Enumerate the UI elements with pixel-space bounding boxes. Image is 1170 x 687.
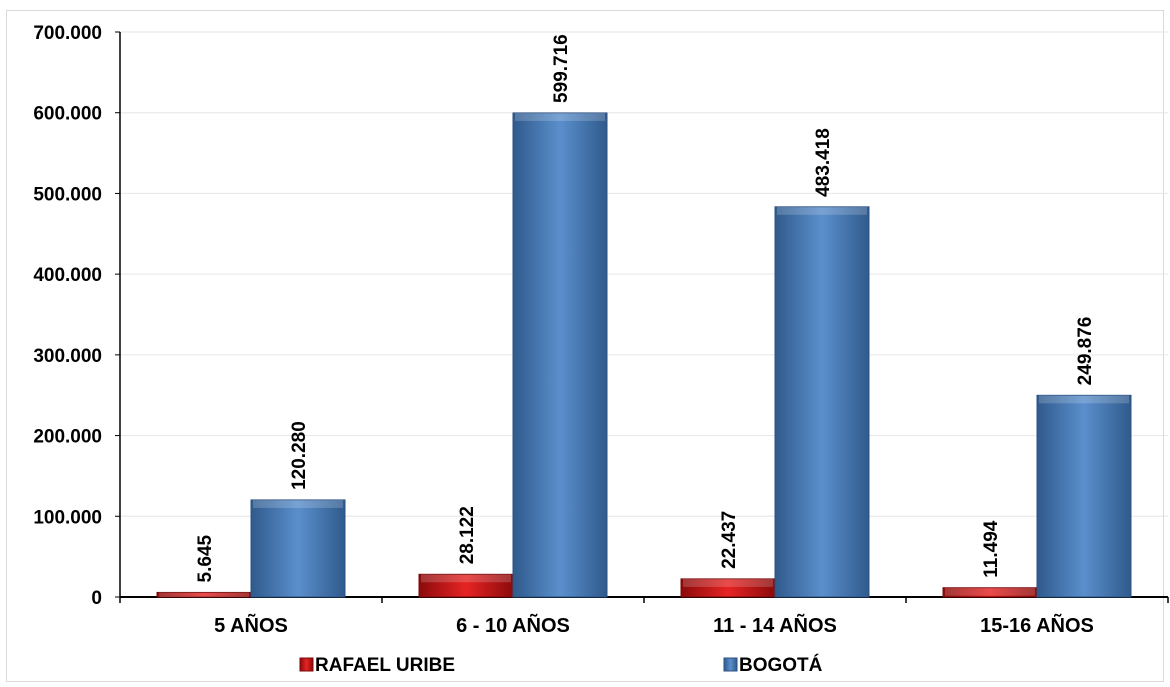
data-label-rafael-uribe-11-14-anos: 22.437 [719,511,740,569]
x-tick-label: 5 AÑOS [214,614,288,637]
y-tick-label: 400.000 [33,265,102,286]
bar-highlight [1039,395,1129,404]
data-label-bogota-11-14-anos: 483.418 [813,128,834,197]
bar-highlight [253,499,343,508]
data-label-bogota-5-anos: 120.280 [289,421,310,490]
y-tick-label: 200.000 [33,427,102,448]
y-tick-label: 0 [91,588,102,609]
x-tick-label: 6 - 10 AÑOS [456,614,570,637]
bar-highlight [159,592,249,597]
y-tick-label: 100.000 [33,507,102,528]
x-tick-label: 15-16 AÑOS [980,614,1094,637]
legend-swatch-rafael-uribe [299,657,314,672]
legend-label-rafael-uribe: RAFAEL URIBE [315,655,455,676]
y-tick-label: 600.000 [33,104,102,125]
data-label-bogota-6-10-anos: 599.716 [551,34,572,103]
y-tick-label: 300.000 [33,346,102,367]
bar-highlight [777,206,867,215]
bar-bogota-5-anos [250,499,346,598]
y-tick-label: 700.000 [33,23,102,44]
bar-highlight [515,112,605,121]
chart-frame [6,10,1164,682]
data-label-rafael-uribe-6-10-anos: 28.122 [457,506,478,564]
bar-highlight [421,574,511,583]
bar-bogota-15-16-anos [1036,394,1132,598]
data-label-rafael-uribe-15-16-anos: 11.494 [981,520,1002,577]
bar-highlight [945,587,1035,596]
y-tick-label: 500.000 [33,184,102,205]
legend-label-bogota: BOGOTÁ [739,654,823,676]
bar-bogota-6-10-anos [512,112,608,598]
legend-swatch-bogota [723,657,738,672]
data-label-rafael-uribe-5-anos: 5.645 [195,534,216,582]
data-label-bogota-15-16-anos: 249.876 [1075,317,1096,386]
bar-highlight [683,578,773,587]
x-tick-label: 11 - 14 AÑOS [713,614,837,637]
bar-bogota-11-14-anos [774,206,870,598]
